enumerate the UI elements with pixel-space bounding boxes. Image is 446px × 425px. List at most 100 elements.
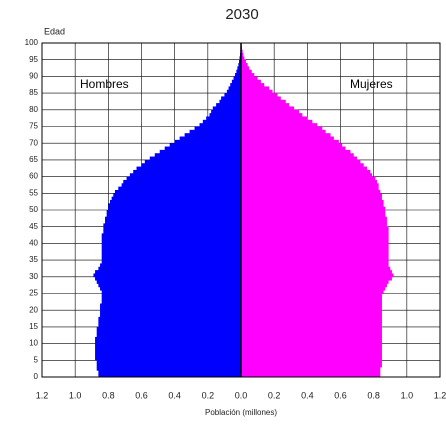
bar [241, 149, 351, 154]
bar [126, 176, 241, 181]
bar [241, 116, 308, 121]
bar [241, 236, 389, 241]
bar [113, 193, 241, 198]
y-tick-label: 30 [29, 272, 38, 281]
bar [95, 336, 241, 341]
bar [189, 129, 241, 134]
bar [100, 306, 242, 311]
bar [241, 310, 382, 314]
bar [241, 313, 382, 318]
bar [241, 353, 382, 358]
bar [241, 203, 384, 208]
y-tick-label: 100 [25, 38, 39, 47]
x-tick-label: 1.2 [36, 390, 49, 400]
bar [199, 123, 241, 127]
bar [241, 223, 387, 228]
bar [241, 143, 343, 147]
y-axis-label: Edad [44, 26, 65, 36]
bar [136, 166, 241, 171]
series-label: Hombres [80, 77, 129, 91]
bar [241, 296, 382, 301]
bar [101, 233, 241, 238]
x-axis-label: Población (millones) [205, 408, 277, 417]
bar [241, 230, 389, 234]
bar [241, 213, 386, 218]
bar [114, 189, 241, 194]
bar [96, 280, 241, 284]
bar [101, 256, 241, 261]
y-tick-label: 80 [29, 105, 38, 114]
x-tick-label: 1.2 [434, 390, 446, 400]
bar [241, 253, 389, 258]
bar [241, 336, 382, 341]
bars [93, 43, 394, 378]
bar [241, 330, 382, 334]
bar [108, 206, 241, 211]
bar [241, 153, 354, 157]
bar [241, 69, 252, 74]
bar [101, 296, 241, 301]
bar [100, 313, 242, 318]
bar [101, 290, 241, 294]
bar [241, 340, 382, 344]
bar [241, 343, 382, 348]
x-tick-label: 1.0 [401, 390, 414, 400]
bar [230, 83, 241, 87]
y-tick-label: 75 [29, 122, 38, 131]
y-tick-label: 5 [34, 355, 39, 364]
bar [96, 326, 241, 331]
bar [241, 256, 389, 261]
x-tick-label: 0.8 [102, 390, 115, 400]
y-tick-label: 65 [29, 155, 38, 164]
bar [101, 250, 241, 254]
bar [241, 86, 270, 91]
bar [121, 183, 241, 188]
bar [241, 266, 391, 271]
bar [241, 103, 290, 107]
bar [241, 263, 389, 268]
bar [238, 63, 241, 67]
series-label: Mujeres [350, 77, 393, 91]
bar [241, 179, 377, 184]
bar [241, 133, 331, 137]
bar [241, 233, 389, 238]
bar [101, 243, 241, 248]
bar [95, 340, 241, 344]
bar [206, 116, 241, 121]
bar [159, 149, 241, 154]
bar [133, 169, 241, 174]
bar [98, 323, 241, 328]
bar [241, 193, 382, 198]
bar [100, 263, 242, 268]
bar [224, 93, 241, 97]
bar [241, 286, 386, 291]
bar [241, 303, 382, 308]
bar [241, 93, 278, 97]
bar [241, 280, 389, 284]
bar [236, 69, 241, 74]
bar [241, 99, 286, 104]
bar [241, 119, 313, 124]
bar [100, 286, 242, 291]
bar [101, 253, 241, 258]
bar [241, 356, 382, 361]
bar [241, 323, 382, 328]
bar [129, 173, 241, 177]
bar [95, 346, 241, 351]
bar [241, 363, 382, 368]
bar [241, 169, 371, 174]
bar [241, 66, 250, 71]
bar [241, 79, 261, 84]
bar [241, 273, 394, 278]
y-tick-label: 50 [29, 205, 38, 214]
bar [241, 210, 386, 214]
bar [95, 270, 241, 274]
bar [219, 99, 241, 104]
bar [100, 310, 242, 314]
x-tick-label: 0.0 [235, 390, 248, 400]
bar [216, 103, 241, 107]
bar [101, 260, 241, 264]
bar [241, 56, 245, 61]
y-tick-label: 90 [29, 72, 38, 81]
bar [106, 213, 241, 218]
